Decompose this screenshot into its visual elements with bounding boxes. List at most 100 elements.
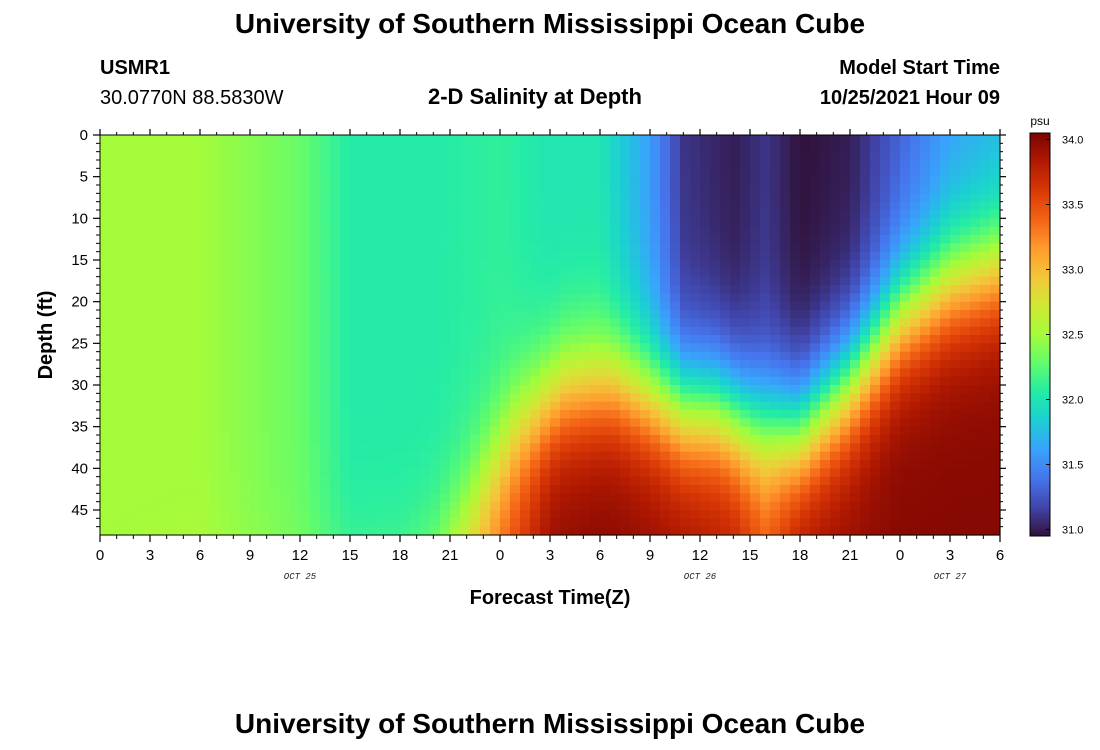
heatmap-cell [460,318,471,328]
heatmap-cell [190,135,201,144]
heatmap-cell [730,193,741,203]
heatmap-cell [420,168,431,178]
heatmap-cell [210,410,221,419]
heatmap-cell [980,335,991,344]
heatmap-cell [890,526,901,536]
heatmap-cell [330,401,341,411]
heatmap-cell [770,335,781,344]
heatmap-cell [770,243,781,253]
heatmap-cell [850,360,861,369]
heatmap-cell [120,493,131,503]
heatmap-cell [500,426,511,436]
heatmap-cell [900,501,911,511]
heatmap-cell [500,301,511,311]
heatmap-cell [560,293,571,303]
heatmap-cell [620,176,631,186]
heatmap-cell [130,243,141,253]
heatmap-cell [580,518,591,528]
heatmap-cell [950,418,961,428]
heatmap-cell [900,443,911,453]
heatmap-cell [250,168,261,178]
heatmap-cell [180,160,191,169]
heatmap-cell [490,460,501,469]
heatmap-cell [370,301,381,311]
heatmap-cell [660,351,671,361]
heatmap-cell [440,435,451,444]
heatmap-cell [640,326,651,336]
heatmap-cell [340,451,351,461]
heatmap-cell [840,460,851,469]
heatmap-cell [660,410,671,419]
heatmap-cell [260,318,271,328]
heatmap-cell [900,451,911,461]
heatmap-cell [390,385,401,394]
heatmap-cell [250,218,261,228]
heatmap-cell [100,335,111,344]
heatmap-cell [750,418,761,428]
heatmap-cell [390,235,401,244]
heatmap-cell [330,518,341,528]
heatmap-cell [500,451,511,461]
heatmap-cell [870,176,881,186]
heatmap-cell [350,235,361,244]
heatmap-cell [570,443,581,453]
heatmap-cell [880,176,891,186]
heatmap-cell [500,235,511,244]
heatmap-cell [390,343,401,353]
heatmap-cell [360,485,371,494]
heatmap-cell [810,410,821,419]
heatmap-cell [780,326,791,336]
heatmap-cell [670,210,681,219]
heatmap-cell [420,143,431,153]
heatmap-cell [450,326,461,336]
x-tick-label: 21 [842,547,859,564]
heatmap-cell [140,160,151,169]
heatmap-cell [720,360,731,369]
heatmap-cell [240,376,251,386]
heatmap-cell [660,318,671,328]
heatmap-cell [530,301,541,311]
heatmap-cell [630,143,641,153]
heatmap-cell [360,310,371,319]
heatmap-cell [530,260,541,269]
heatmap-cell [130,226,141,236]
heatmap-cell [440,518,451,528]
heatmap-cell [870,243,881,253]
heatmap-cell [830,526,841,536]
heatmap-cell [140,285,151,294]
heatmap-cell [780,526,791,536]
heatmap-cell [740,351,751,361]
heatmap-cell [280,485,291,494]
heatmap-cell [190,368,201,378]
heatmap-cell [940,476,951,486]
heatmap-cell [130,426,141,436]
x-tick-label: 0 [896,547,904,564]
heatmap-cell [580,243,591,253]
heatmap-cell [940,460,951,469]
heatmap-cell [530,185,541,194]
heatmap-cell [180,276,191,286]
heatmap-cell [300,526,311,536]
heatmap-cell [530,335,541,344]
heatmap-cell [310,193,321,203]
heatmap-cell [630,301,641,311]
heatmap-cell [900,218,911,228]
heatmap-cell [660,518,671,528]
heatmap-cell [880,310,891,319]
heatmap-cell [520,393,531,403]
heatmap-cell [530,318,541,328]
heatmap-cell [170,485,181,494]
heatmap-cell [670,201,681,211]
heatmap-cell [760,368,771,378]
heatmap-cell [890,151,901,161]
heatmap-cell [630,318,641,328]
heatmap-cell [350,335,361,344]
heatmap-cell [290,193,301,203]
heatmap-cell [700,376,711,386]
heatmap-cell [300,360,311,369]
heatmap-cell [140,293,151,303]
heatmap-cell [370,135,381,144]
heatmap-cell [460,251,471,261]
heatmap-cell [610,451,621,461]
station-coordinates: 30.0770N 88.5830W [100,87,284,109]
